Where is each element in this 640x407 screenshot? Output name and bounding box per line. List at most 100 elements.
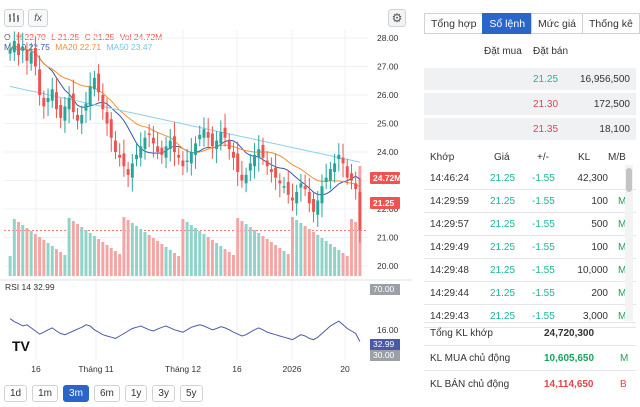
price-tick: 28.00	[377, 33, 399, 43]
bars-icon[interactable]	[4, 9, 24, 27]
candle-body	[194, 143, 198, 155]
candle-body	[223, 127, 227, 138]
function-icon[interactable]: fx	[28, 9, 48, 27]
volume-bar	[316, 235, 320, 276]
volume-bar	[210, 240, 214, 276]
col-side: M/B	[608, 152, 626, 163]
col-price: Giá	[494, 152, 510, 163]
candle-body	[206, 132, 210, 138]
price-chart[interactable]: RSI 14 32.99 28.0027.0026.0025.0024.0023…	[0, 0, 412, 380]
active-buy-side: M	[620, 353, 629, 364]
trade-price: 21.25	[490, 219, 516, 230]
volume-axis-tag-text: 70.00	[373, 284, 395, 294]
candle-body	[354, 183, 358, 190]
range-button-1y[interactable]: 1y	[124, 385, 148, 402]
trade-time: 14:29:49	[430, 242, 469, 253]
range-button-3m[interactable]: 3m	[63, 385, 89, 402]
volume-bar	[312, 232, 316, 276]
range-button-6m[interactable]: 6m	[93, 385, 120, 402]
tab-3[interactable]: Thống kê	[582, 13, 640, 34]
candle-body	[333, 163, 337, 172]
gear-icon[interactable]: ⚙	[388, 9, 406, 27]
candle-body	[59, 104, 63, 118]
candle-body	[324, 177, 328, 182]
tab-1[interactable]: Sổ lệnh	[482, 13, 533, 34]
trade-change: -1.55	[532, 242, 555, 253]
candle-body	[105, 112, 109, 124]
volume-bar	[71, 221, 75, 276]
volume-bar	[328, 244, 332, 276]
trade-side: M	[618, 196, 627, 207]
volume-bar	[42, 240, 46, 276]
range-button-1m[interactable]: 1m	[32, 385, 59, 402]
level-price: 21.25	[533, 74, 559, 85]
volume-bar	[354, 222, 358, 276]
ask-level-row[interactable]: 21.25 16,956,500	[424, 68, 636, 90]
col-time: Khớp	[430, 152, 455, 163]
candle-body	[227, 140, 231, 150]
last-price-tag	[370, 197, 400, 209]
fx-label: fx	[34, 12, 42, 24]
volume-bar	[299, 223, 303, 276]
ask-level-row[interactable]: 21.35 18,100	[424, 118, 636, 140]
trade-volume: 500	[591, 219, 608, 230]
time-tick: 16	[31, 364, 41, 374]
volume-bar	[278, 248, 282, 276]
candle-body	[50, 89, 54, 101]
volume-bar	[177, 256, 181, 276]
trade-price: 21.25	[490, 242, 516, 253]
level-price: 21.30	[533, 99, 559, 110]
volume-bar	[135, 226, 139, 276]
level-quantity: 172,500	[593, 99, 630, 110]
candle-body	[231, 152, 235, 158]
trade-change: -1.55	[532, 288, 555, 299]
volume-bar	[227, 252, 231, 276]
trade-list-scrollbar[interactable]	[625, 165, 633, 321]
candle-body	[210, 133, 214, 147]
range-button-1d[interactable]: 1d	[4, 385, 28, 402]
volume-bar	[80, 227, 84, 276]
range-button-3y[interactable]: 3y	[152, 385, 175, 402]
volume-bar	[198, 231, 202, 276]
candle-body	[71, 93, 75, 113]
active-buy-row: KL MUA chủ động 10,605,650 M	[424, 348, 636, 370]
volume-bar	[261, 236, 265, 276]
order-book-panel: Tổng hợp Sổ lệnh Mức giá Thống kê Đặt mua Đ…	[420, 0, 640, 407]
active-sell-side: B	[620, 379, 627, 390]
volume-bar	[160, 244, 164, 276]
ma10-line	[9, 44, 361, 196]
volume-bar	[290, 217, 294, 276]
volume-bar	[21, 225, 25, 276]
candle-body	[307, 191, 311, 204]
candle-body	[118, 154, 122, 158]
trade-row: 14:29:49 21.25 -1.55 100 M	[424, 236, 636, 259]
price-tick: 21.00	[377, 233, 399, 243]
candle-body	[286, 181, 290, 195]
candle-body	[160, 147, 164, 155]
candle-body	[278, 180, 282, 184]
candle-body	[312, 199, 316, 212]
tab-0[interactable]: Tổng hợp	[424, 13, 484, 34]
trade-change: -1.55	[532, 173, 555, 184]
volume-bar	[240, 221, 244, 276]
active-buy-label: KL MUA chủ động	[430, 353, 511, 364]
trade-price: 21.25	[490, 173, 516, 184]
candle-body	[135, 154, 139, 160]
candle-body	[63, 106, 67, 121]
active-sell-value: 14,114,650	[544, 379, 594, 390]
tab-2[interactable]: Mức giá	[531, 13, 584, 34]
volume-bar	[130, 223, 134, 276]
candle-body	[130, 163, 134, 178]
candle-body	[25, 49, 29, 61]
trade-list-scroll-thumb[interactable]	[626, 168, 632, 192]
ask-level-row[interactable]: 21.30 172,500	[424, 93, 636, 115]
range-button-5y[interactable]: 5y	[179, 385, 203, 402]
candle-body	[46, 97, 50, 103]
candle-body	[274, 167, 278, 178]
total-volume-row: Tổng KL khớp 24,720,300	[424, 323, 636, 345]
candle-body	[349, 173, 353, 181]
volume-bar	[97, 239, 101, 276]
candle-body	[143, 137, 147, 150]
price-tick: 25.00	[377, 119, 399, 129]
candle-body	[54, 92, 58, 110]
